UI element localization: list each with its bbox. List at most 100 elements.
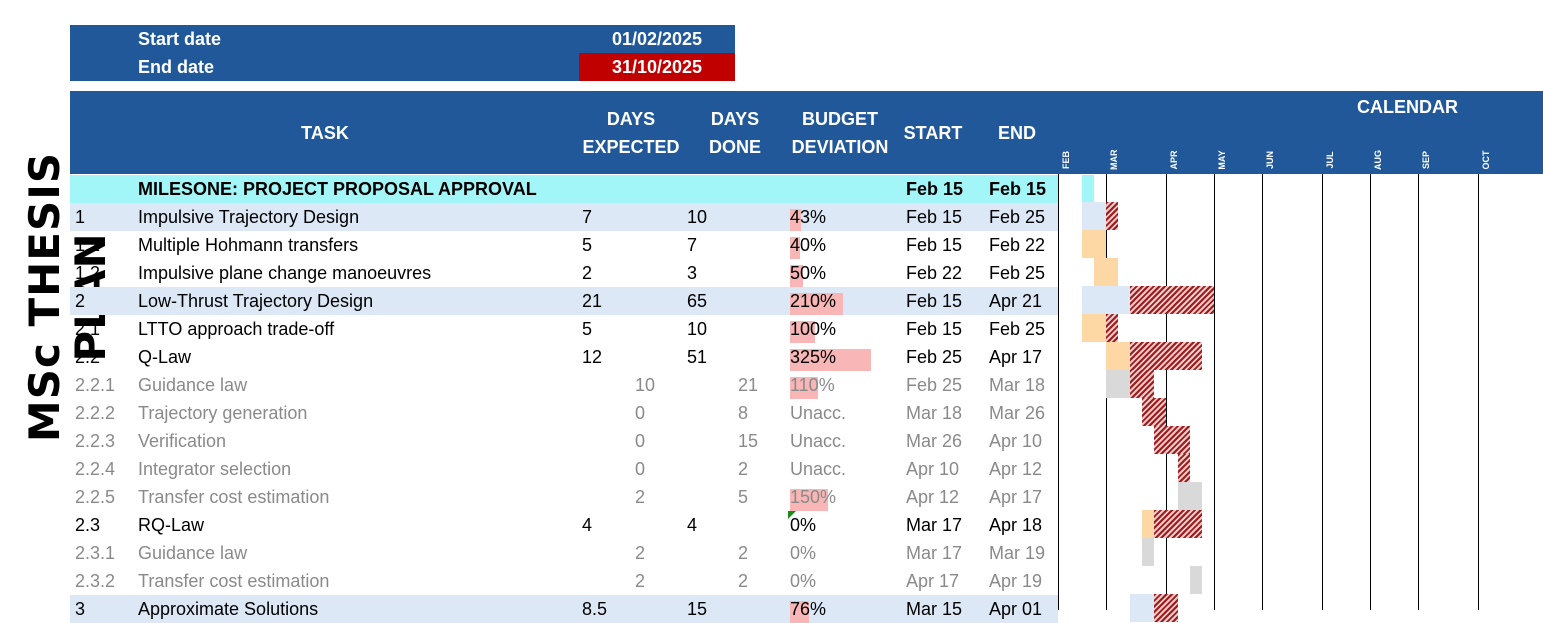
days-done-cell[interactable]: 8	[738, 403, 749, 423]
days-done-cell[interactable]: 10	[687, 319, 708, 339]
budget-deviation-cell[interactable]: 0%	[790, 515, 817, 535]
days-expected-cell[interactable]: 4	[582, 515, 593, 535]
task-row[interactable]: 2.2.5 Transfer cost estimation 2 5 150% Apr 1…	[70, 483, 1058, 511]
days-expected-cell[interactable]: 5	[582, 235, 593, 255]
end-date-cell[interactable]: Feb 25	[989, 207, 1046, 227]
task-row[interactable]: 2.1 LTTO approach trade-off 5 10 100% Feb 15 F…	[70, 315, 1058, 343]
milestone-row[interactable]: MILESONE: PROJECT PROPOSAL APPROVAL Feb 1…	[70, 175, 1058, 203]
days-done-cell[interactable]: 2	[738, 459, 749, 479]
task-row[interactable]: 1.2 Impulsive plane change manoeuvres 2 3 50…	[70, 259, 1058, 287]
task-number-cell[interactable]: 2.3.1	[75, 543, 116, 563]
days-expected-cell[interactable]: 2	[635, 543, 646, 563]
start-date-cell[interactable]: Feb 25	[906, 347, 963, 367]
days-expected-cell[interactable]: 5	[582, 319, 593, 339]
budget-deviation-cell[interactable]: 0%	[790, 571, 817, 591]
days-done-cell[interactable]: 15	[738, 431, 759, 451]
task-name-cell[interactable]: Trajectory generation	[138, 403, 308, 423]
task-row[interactable]: 2.2.3 Verification 0 15 Unacc. Mar 26 Apr 10	[70, 427, 1058, 455]
start-date-cell[interactable]: Feb 15	[906, 319, 963, 339]
task-row[interactable]: 3 Approximate Solutions 8.5 15 76% Mar 15 Apr …	[70, 595, 1058, 623]
budget-deviation-cell[interactable]: 210%	[790, 291, 837, 311]
end-date-value[interactable]: 31/10/2025	[579, 53, 735, 81]
task-name-cell[interactable]: Guidance law	[138, 375, 248, 395]
budget-deviation-cell[interactable]: 0%	[790, 543, 817, 563]
days-done-cell[interactable]: 5	[738, 487, 749, 507]
task-row[interactable]: 2.2.1 Guidance law 10 21 110% Feb 25 Mar 18	[70, 371, 1058, 399]
task-name-cell[interactable]: RQ-Law	[138, 515, 205, 535]
task-number-cell[interactable]: 2.2.2	[75, 403, 116, 423]
end-date-cell[interactable]: Apr 18	[989, 515, 1043, 535]
task-number-cell[interactable]: 1.2	[75, 263, 101, 283]
task-name-cell[interactable]: Low-Thrust Trajectory Design	[138, 291, 374, 311]
days-expected-cell[interactable]: 2	[635, 571, 646, 591]
start-date-cell[interactable]: Apr 10	[906, 459, 960, 479]
budget-deviation-cell[interactable]: Unacc.	[790, 403, 847, 423]
task-row[interactable]: 2.3 RQ-Law 4 4 0% Mar 17 Apr 18	[70, 511, 1058, 539]
task-name-cell[interactable]: Transfer cost estimation	[138, 487, 330, 507]
end-date-cell[interactable]: Mar 18	[989, 375, 1046, 395]
task-number-cell[interactable]: 2.2.5	[75, 487, 116, 507]
task-row[interactable]: 2.3.2 Transfer cost estimation 2 2 0% Apr 17 A…	[70, 567, 1058, 595]
budget-deviation-cell[interactable]: 325%	[790, 347, 837, 367]
end-date-cell[interactable]: Apr 17	[989, 487, 1043, 507]
end-date-cell[interactable]: Feb 25	[989, 319, 1046, 339]
task-name-cell[interactable]: Guidance law	[138, 543, 248, 563]
start-date-cell[interactable]: Feb 22	[906, 263, 963, 283]
days-done-cell[interactable]: 21	[738, 375, 759, 395]
task-name-cell[interactable]: Impulsive plane change manoeuvres	[138, 263, 432, 283]
start-date-cell[interactable]: Feb 15	[906, 235, 963, 255]
end-date-cell[interactable]: Apr 19	[989, 571, 1043, 591]
task-name-cell[interactable]: Integrator selection	[138, 459, 292, 479]
budget-deviation-cell[interactable]: 40%	[790, 235, 827, 255]
days-expected-cell[interactable]: 2	[635, 487, 646, 507]
task-number-cell[interactable]: 3	[75, 599, 86, 619]
start-date-value[interactable]: 01/02/2025	[611, 29, 703, 49]
budget-deviation-cell[interactable]: Unacc.	[790, 459, 847, 479]
task-row[interactable]: 1 Impulsive Trajectory Design 7 10 43% Feb 15…	[70, 203, 1058, 231]
start-date-cell[interactable]: Mar 17	[906, 543, 963, 563]
start-date-cell[interactable]: Mar 26	[906, 431, 963, 451]
start-date-cell[interactable]: Apr 12	[906, 487, 960, 507]
start-date-cell[interactable]: Apr 17	[906, 571, 960, 591]
task-name-cell[interactable]: Multiple Hohmann transfers	[138, 235, 359, 255]
budget-deviation-cell[interactable]: 50%	[790, 263, 827, 283]
task-number-cell[interactable]: 2.2.3	[75, 431, 116, 451]
cell-comment-indicator[interactable]	[788, 511, 796, 519]
task-row[interactable]: 2.2.4 Integrator selection 0 2 Unacc. Apr 10 A…	[70, 455, 1058, 483]
task-number-cell[interactable]: 2	[75, 291, 86, 311]
task-number-cell[interactable]: 1	[75, 207, 86, 227]
days-expected-cell[interactable]: 7	[582, 207, 593, 227]
task-row[interactable]: 2.3.1 Guidance law 2 2 0% Mar 17 Mar 19	[70, 539, 1058, 567]
days-expected-cell[interactable]: 0	[635, 403, 646, 423]
end-date-cell[interactable]: Apr 21	[989, 291, 1043, 311]
budget-deviation-cell[interactable]: 150%	[790, 487, 837, 507]
end-date-cell[interactable]: Feb 25	[989, 263, 1046, 283]
task-number-cell[interactable]: 2.2.4	[75, 459, 116, 479]
days-done-cell[interactable]: 7	[687, 235, 698, 255]
days-expected-cell[interactable]: 0	[635, 459, 646, 479]
task-row[interactable]: 2.2 Q-Law 12 51 325% Feb 25 Apr 17	[70, 343, 1058, 371]
days-expected-cell[interactable]: 12	[582, 347, 603, 367]
task-number-cell[interactable]: 2.3	[75, 515, 101, 535]
end-date-cell[interactable]: Apr 17	[989, 347, 1043, 367]
days-expected-cell[interactable]: 2	[582, 263, 593, 283]
days-done-cell[interactable]: 65	[687, 291, 708, 311]
end-date-cell[interactable]: Mar 26	[989, 403, 1046, 423]
budget-deviation-cell[interactable]: 110%	[790, 375, 835, 395]
start-date-cell[interactable]: Feb 15	[906, 291, 963, 311]
task-name-cell[interactable]: MILESONE: PROJECT PROPOSAL APPROVAL	[138, 179, 537, 199]
end-date-cell[interactable]: Apr 12	[989, 459, 1043, 479]
end-date-cell[interactable]: Mar 19	[989, 543, 1046, 563]
days-done-cell[interactable]: 2	[738, 543, 749, 563]
start-date-cell[interactable]: Feb 15	[906, 179, 964, 199]
task-row[interactable]: 2 Low-Thrust Trajectory Design 21 65 210% Feb…	[70, 287, 1058, 315]
start-date-cell[interactable]: Feb 25	[906, 375, 963, 395]
budget-deviation-cell[interactable]: Unacc.	[790, 431, 847, 451]
start-date-cell[interactable]: Feb 15	[906, 207, 963, 227]
task-name-cell[interactable]: LTTO approach trade-off	[138, 319, 335, 339]
days-expected-cell[interactable]: 21	[582, 291, 603, 311]
task-number-cell[interactable]: 2.1	[75, 319, 101, 339]
task-row[interactable]: 1.1 Multiple Hohmann transfers 5 7 40% Feb 15…	[70, 231, 1058, 259]
task-name-cell[interactable]: Verification	[138, 431, 227, 451]
days-done-cell[interactable]: 2	[738, 571, 749, 591]
